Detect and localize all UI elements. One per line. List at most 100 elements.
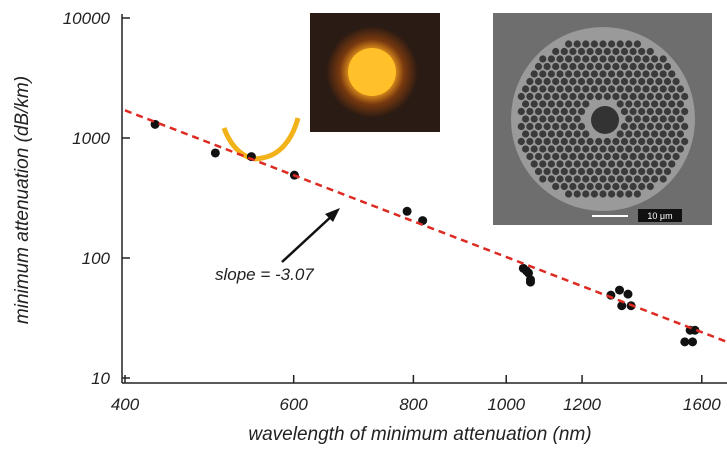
- air-hole: [616, 70, 624, 78]
- air-hole: [590, 55, 599, 63]
- air-hole: [603, 62, 611, 71]
- data-point: [522, 266, 532, 276]
- air-hole: [655, 62, 663, 71]
- air-hole: [651, 85, 659, 93]
- air-hole: [547, 55, 556, 63]
- air-hole: [616, 145, 624, 153]
- air-hole: [629, 77, 637, 86]
- air-hole: [547, 175, 556, 183]
- air-hole: [612, 167, 620, 176]
- air-hole: [633, 55, 642, 63]
- air-hole: [560, 122, 568, 131]
- air-hole: [552, 77, 560, 86]
- air-hole: [659, 100, 667, 108]
- air-hole: [590, 70, 599, 78]
- air-hole: [612, 152, 620, 161]
- air-hole: [556, 130, 564, 138]
- air-hole: [569, 107, 577, 116]
- air-hole: [608, 175, 616, 183]
- air-hole: [663, 137, 672, 146]
- air-hole: [590, 85, 599, 93]
- air-hole: [539, 145, 547, 153]
- air-hole: [586, 167, 594, 176]
- air-hole: [659, 85, 667, 93]
- data-point: [690, 325, 700, 335]
- scale-label-bg: [638, 209, 682, 222]
- air-hole: [655, 107, 663, 116]
- air-hole: [663, 152, 672, 161]
- air-hole: [638, 92, 646, 101]
- air-hole: [582, 70, 590, 78]
- air-hole: [629, 152, 637, 161]
- air-hole: [517, 122, 525, 131]
- air-hole: [668, 115, 676, 123]
- air-hole: [590, 190, 599, 198]
- air-hole: [530, 115, 538, 123]
- air-hole: [659, 55, 667, 63]
- air-hole: [517, 92, 525, 101]
- air-hole: [522, 100, 530, 108]
- air-hole: [651, 70, 659, 78]
- scale-label: 10 μm: [647, 211, 672, 221]
- air-hole: [676, 145, 685, 153]
- air-hole: [526, 122, 534, 131]
- air-hole: [681, 137, 689, 146]
- air-hole: [620, 107, 629, 116]
- air-hole: [620, 62, 629, 71]
- air-hole: [642, 160, 650, 168]
- air-hole: [655, 122, 663, 131]
- air-hole: [625, 190, 633, 198]
- air-hole: [560, 92, 568, 101]
- air-hole: [565, 115, 573, 123]
- air-hole: [616, 190, 624, 198]
- air-hole: [582, 100, 590, 108]
- air-hole: [638, 77, 646, 86]
- air-hole: [620, 77, 629, 86]
- air-hole: [586, 152, 594, 161]
- y-tick-label: 100: [82, 249, 111, 268]
- air-hole: [595, 92, 603, 101]
- air-hole: [633, 190, 642, 198]
- air-hole: [552, 92, 560, 101]
- air-hole: [668, 85, 676, 93]
- air-hole: [552, 122, 560, 131]
- air-hole: [560, 182, 568, 191]
- air-hole: [642, 145, 650, 153]
- air-hole: [608, 190, 616, 198]
- air-hole: [539, 115, 547, 123]
- air-hole: [565, 160, 573, 168]
- air-hole: [534, 107, 543, 116]
- air-hole: [595, 62, 603, 71]
- air-hole: [595, 47, 603, 56]
- air-hole: [625, 130, 633, 138]
- air-hole: [590, 40, 599, 48]
- air-hole: [655, 137, 663, 146]
- air-hole: [620, 122, 629, 131]
- air-hole: [522, 145, 530, 153]
- air-hole: [560, 47, 568, 56]
- air-hole: [616, 130, 624, 138]
- air-hole: [638, 167, 646, 176]
- air-hole: [539, 85, 547, 93]
- air-hole: [552, 152, 560, 161]
- air-hole: [526, 92, 534, 101]
- air-hole: [655, 92, 663, 101]
- air-hole: [547, 145, 556, 153]
- data-point: [210, 148, 220, 158]
- mode-core: [348, 48, 396, 96]
- air-hole: [646, 182, 654, 191]
- air-hole: [676, 85, 685, 93]
- air-hole: [633, 130, 642, 138]
- air-hole: [599, 55, 607, 63]
- air-hole: [620, 182, 629, 191]
- air-hole: [569, 122, 577, 131]
- y-tick-label: 10: [91, 369, 110, 388]
- air-hole: [625, 145, 633, 153]
- air-hole: [569, 62, 577, 71]
- air-hole: [672, 77, 680, 86]
- air-hole: [676, 115, 685, 123]
- air-hole: [543, 152, 551, 161]
- air-hole: [552, 62, 560, 71]
- air-hole: [668, 160, 676, 168]
- air-hole: [603, 167, 611, 176]
